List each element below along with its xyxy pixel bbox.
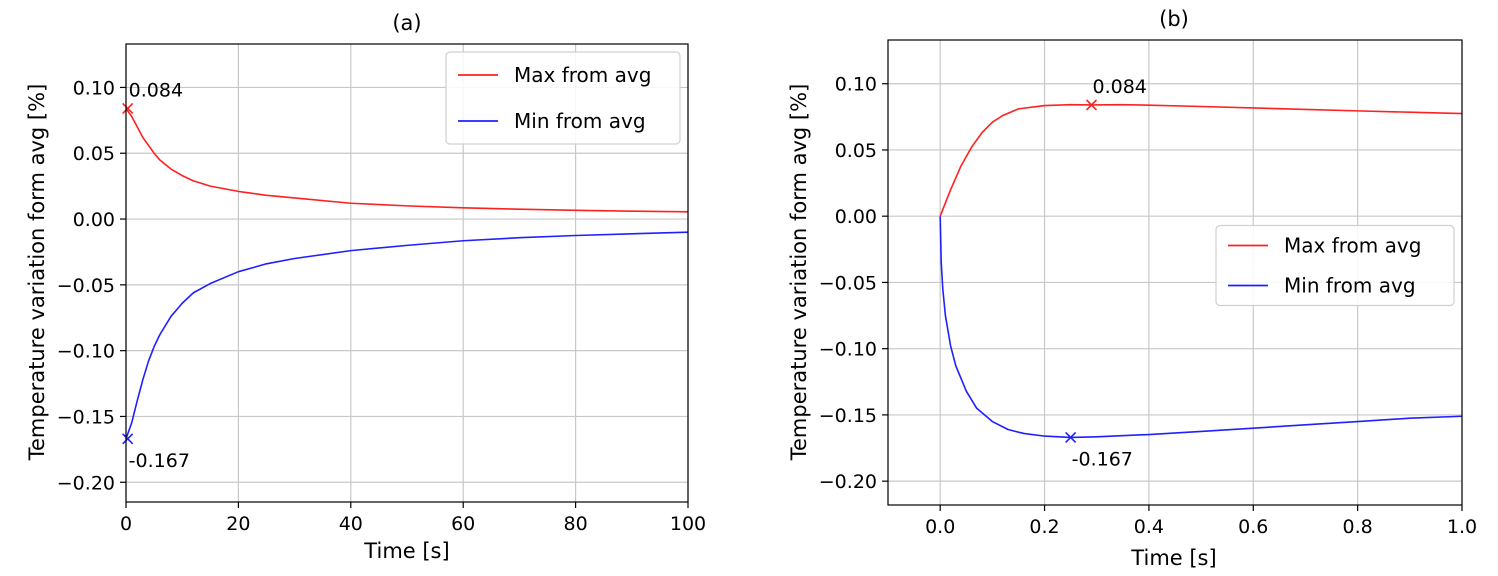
chart-b-ticks: 0.0 0.2 0.4 0.6 0.8 1.0 0.10 0.05 0.00 −0.05 −0.10… xyxy=(819,74,1477,538)
chart-a-ytick-label: −0.20 xyxy=(57,472,115,494)
chart-a-xtick-label: 20 xyxy=(226,513,250,535)
chart-a-markers: 0.084 -0.167 xyxy=(122,79,190,472)
chart-b-legend-box xyxy=(1215,224,1455,307)
chart-b-series xyxy=(939,103,1463,439)
chart-a-annotation-max: 0.084 xyxy=(129,79,183,101)
chart-a-ytick-label: −0.10 xyxy=(57,341,115,363)
chart-a-ytick-label: 0.10 xyxy=(73,77,115,99)
chart-a-ytick-label: −0.05 xyxy=(57,275,115,297)
chart-b-xtick-label: 0.2 xyxy=(1029,516,1059,538)
chart-b-ylabel: Temperature variation form avg [%] xyxy=(787,84,811,462)
chart-a-xtick-label: 60 xyxy=(451,513,475,535)
chart-b-plot-frame xyxy=(887,39,1463,506)
chart-b-title: (b) xyxy=(1159,7,1189,31)
chart-a-title: (a) xyxy=(392,11,421,35)
chart-a-ylabel: Temperature variation form avg [%] xyxy=(25,84,49,462)
chart-a-xtick-label: 100 xyxy=(670,513,706,535)
chart-b-legend: Max from avg Min from avg xyxy=(1215,224,1455,307)
chart-b-ytick-label: 0.00 xyxy=(835,206,877,228)
chart-a-series xyxy=(125,108,689,440)
chart-a-legend: Max from avg Min from avg xyxy=(445,51,681,145)
chart-b-ytick-label: −0.20 xyxy=(819,471,877,493)
chart-a-annotation-min: -0.167 xyxy=(129,450,190,472)
chart-b-legend-label-max: Max from avg xyxy=(1284,234,1421,258)
chart-a-xtick-label: 0 xyxy=(120,513,132,535)
chart-b-markers: 0.084 -0.167 xyxy=(1065,76,1147,470)
chart-a-series-min-line xyxy=(125,231,689,440)
chart-a-xlabel: Time [s] xyxy=(363,539,449,563)
chart-a-ytick-label: −0.15 xyxy=(57,406,115,428)
chart-a-legend-label-max: Max from avg xyxy=(514,63,651,87)
chart-a-ytick-label: 0.05 xyxy=(73,143,115,165)
chart-b-ytick-label: −0.15 xyxy=(819,405,877,427)
chart-b-xlabel: Time [s] xyxy=(1130,546,1216,570)
chart-b-series-max-line xyxy=(939,103,1463,217)
chart-b-marker-min xyxy=(1065,431,1077,444)
chart-b-xtick-label: 0.0 xyxy=(925,516,955,538)
chart-a-ytick-label: 0.00 xyxy=(73,209,115,231)
chart-b-legend-label-min: Min from avg xyxy=(1284,274,1416,298)
chart-b-xtick-label: 0.6 xyxy=(1238,516,1268,538)
chart-b-ytick-label: 0.05 xyxy=(835,140,877,162)
chart-a: 0.084 -0.167 0 20 40 60 80 100 0.10 0.05 0.00 −0.0… xyxy=(25,11,706,563)
chart-b-series-min-line xyxy=(939,216,1463,439)
chart-b-xtick-label: 0.4 xyxy=(1134,516,1164,538)
chart-b-annotation-min: -0.167 xyxy=(1072,448,1133,470)
chart-b-xtick-label: 1.0 xyxy=(1447,516,1477,538)
chart-a-marker-max xyxy=(122,102,134,115)
chart-b-annotation-max: 0.084 xyxy=(1093,76,1147,98)
chart-a-ticks: 0 20 40 60 80 100 0.10 0.05 0.00 −0.05 −0.10 −0.15 −… xyxy=(57,77,706,535)
chart-a-plot-frame xyxy=(125,43,689,503)
chart-b: 0.084-0.167 0.0 0.2 0.4 0.6 0.8 1.00.100.050.… xyxy=(787,7,1477,570)
chart-a-xtick-label: 80 xyxy=(564,513,588,535)
chart-a-xtick-label: 40 xyxy=(339,513,363,535)
chart-a-legend-label-min: Min from avg xyxy=(514,109,646,133)
chart-b-xtick-label: 0.8 xyxy=(1343,516,1373,538)
chart-b-marker-max xyxy=(1085,99,1098,111)
chart-a-legend-box xyxy=(445,51,681,145)
chart-a-marker-min xyxy=(122,433,134,445)
chart-b-ytick-label: 0.10 xyxy=(835,74,877,96)
chart-a-series-max-line xyxy=(125,108,689,213)
chart-b-ytick-label: −0.05 xyxy=(819,272,877,294)
chart-b-ytick-label: −0.10 xyxy=(819,339,877,361)
